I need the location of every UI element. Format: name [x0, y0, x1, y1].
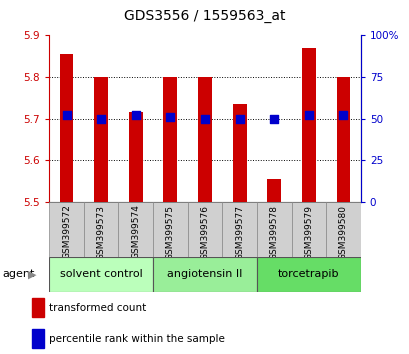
- Bar: [301, 48, 315, 202]
- Bar: [83, 202, 118, 257]
- Point: [98, 116, 104, 121]
- Bar: [153, 257, 256, 292]
- Point: [63, 113, 70, 118]
- Text: GSM399578: GSM399578: [269, 205, 278, 259]
- Text: GSM399575: GSM399575: [166, 205, 175, 259]
- Point: [201, 116, 208, 121]
- Bar: [153, 202, 187, 257]
- Bar: [291, 202, 326, 257]
- Text: GSM399572: GSM399572: [62, 205, 71, 259]
- Bar: [256, 202, 291, 257]
- Bar: [336, 77, 350, 202]
- Text: GSM399574: GSM399574: [131, 205, 140, 259]
- Bar: [267, 179, 281, 202]
- Bar: [222, 202, 256, 257]
- Text: GSM399579: GSM399579: [303, 205, 312, 259]
- Text: GSM399576: GSM399576: [200, 205, 209, 259]
- Text: torcetrapib: torcetrapib: [277, 269, 339, 279]
- Point: [236, 116, 242, 121]
- Point: [132, 113, 139, 118]
- Point: [270, 116, 277, 121]
- Bar: [187, 202, 222, 257]
- Bar: [256, 257, 360, 292]
- Bar: [163, 77, 177, 202]
- Text: angiotensin II: angiotensin II: [167, 269, 242, 279]
- Text: agent: agent: [2, 269, 34, 279]
- Point: [305, 113, 311, 118]
- Text: percentile rank within the sample: percentile rank within the sample: [49, 333, 224, 343]
- Text: GSM399573: GSM399573: [97, 205, 106, 259]
- Text: GSM399580: GSM399580: [338, 205, 347, 259]
- Bar: [49, 202, 83, 257]
- Bar: [326, 202, 360, 257]
- Text: transformed count: transformed count: [49, 303, 146, 313]
- Bar: [59, 54, 73, 202]
- Point: [167, 114, 173, 120]
- Text: solvent control: solvent control: [60, 269, 142, 279]
- Text: GDS3556 / 1559563_at: GDS3556 / 1559563_at: [124, 9, 285, 23]
- Text: GSM399577: GSM399577: [234, 205, 243, 259]
- Bar: [94, 77, 108, 202]
- Point: [339, 113, 346, 118]
- Bar: [49, 257, 153, 292]
- Bar: [32, 298, 43, 317]
- Bar: [198, 77, 211, 202]
- Bar: [232, 104, 246, 202]
- Bar: [128, 112, 142, 202]
- Bar: [118, 202, 153, 257]
- Bar: [32, 329, 43, 348]
- Text: ▶: ▶: [28, 269, 36, 279]
